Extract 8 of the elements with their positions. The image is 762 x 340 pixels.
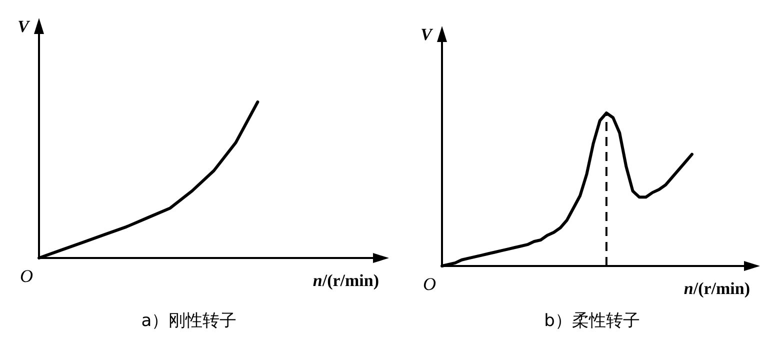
y-axis-title: V [18,17,31,36]
x-axis-title: n/(r/min) [312,271,379,290]
text: a）刚性转子 [141,311,237,331]
text: O [423,274,436,294]
text: O [20,266,33,286]
x-axis-title: n/(r/min) [684,279,750,298]
text: b）柔性转子 [544,311,640,331]
y-axis-title: V [420,25,434,44]
